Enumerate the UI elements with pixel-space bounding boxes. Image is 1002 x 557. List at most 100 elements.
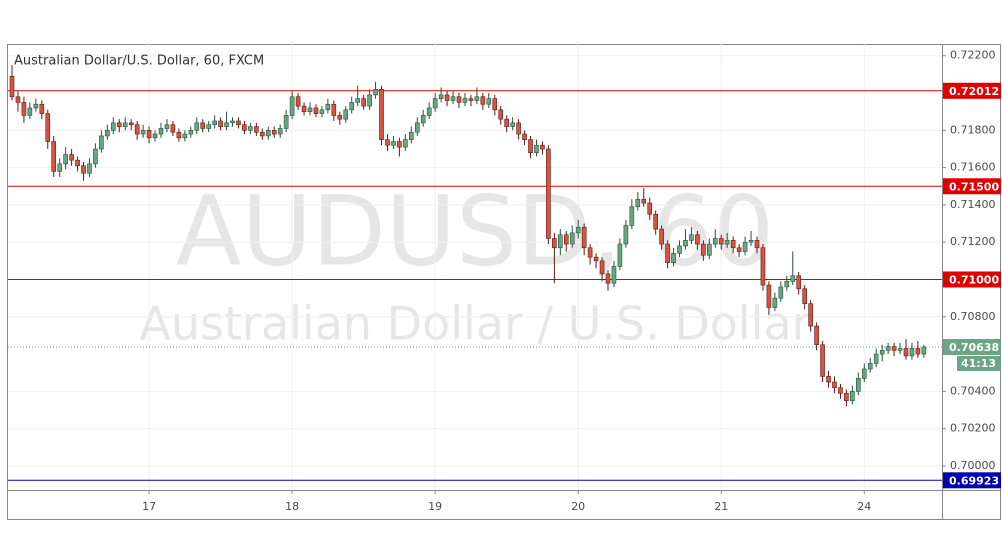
- candle-body: [33, 103, 39, 109]
- level-label-box: [943, 178, 1001, 195]
- candle-body: [814, 325, 819, 346]
- candle-body: [611, 266, 617, 284]
- candle-body: [230, 120, 235, 124]
- candle-body: [820, 344, 825, 377]
- countdown-box: [957, 355, 1001, 371]
- candle-body: [260, 131, 265, 137]
- candle-body: [158, 128, 164, 135]
- candle-body: [844, 392, 849, 401]
- candle-body: [170, 124, 176, 133]
- candle-body: [99, 135, 104, 150]
- candle-body: [665, 243, 670, 264]
- y-tick-label: 0.71800: [950, 123, 996, 136]
- candle-body: [397, 141, 402, 148]
- candle-body: [15, 96, 21, 103]
- y-tick-label: 0.70800: [950, 310, 996, 323]
- level-label: 0.71000: [949, 273, 999, 286]
- candle-body: [307, 107, 313, 112]
- chart-title: Australian Dollar/U.S. Dollar, 60, FXCM: [14, 54, 264, 69]
- candle-body: [236, 120, 241, 126]
- candle-body: [432, 98, 438, 109]
- candle-body: [677, 245, 682, 254]
- candle-body: [444, 94, 450, 101]
- candle-body: [748, 240, 754, 243]
- candle-body: [254, 126, 259, 133]
- candle-body: [39, 103, 45, 114]
- candle-body: [212, 120, 217, 126]
- y-tick-label: 0.71200: [950, 235, 996, 248]
- candle-body: [456, 96, 462, 103]
- watermark: AUDUSD, 60: [176, 175, 774, 287]
- candle-body: [385, 139, 390, 146]
- candle-body: [891, 346, 897, 351]
- candle-body: [540, 144, 545, 150]
- candle-body: [164, 124, 170, 129]
- candle-body: [826, 376, 831, 383]
- candle-body: [140, 130, 146, 135]
- candle-body: [414, 122, 420, 133]
- candle-body: [695, 234, 700, 245]
- x-tick-label: 24: [857, 500, 871, 513]
- candle-body: [182, 133, 188, 139]
- candle-body: [629, 206, 635, 226]
- candle-body: [325, 103, 331, 111]
- candle-body: [575, 226, 581, 234]
- candle-body: [647, 202, 653, 215]
- candle-body: [295, 96, 301, 107]
- candle-body: [903, 348, 909, 357]
- candle-body: [516, 122, 521, 135]
- candle-body: [116, 122, 122, 127]
- last-price-box: [943, 338, 1001, 355]
- candle-body: [403, 139, 408, 148]
- candle-body: [778, 286, 784, 299]
- candle-body: [569, 232, 575, 245]
- candle-body: [707, 243, 712, 256]
- candle-body: [301, 105, 307, 112]
- candle-body: [534, 144, 539, 154]
- candle-body: [87, 163, 92, 174]
- candle-body: [885, 346, 891, 351]
- level-label: 0.71500: [949, 180, 999, 193]
- candle-body: [93, 148, 98, 165]
- level-label: 0.69923: [949, 474, 999, 487]
- candle-body: [188, 130, 194, 135]
- candle-body: [593, 256, 599, 262]
- y-tick-label: 0.71600: [950, 161, 996, 174]
- candle-body: [736, 247, 742, 252]
- candle-body: [671, 253, 676, 264]
- candle-body: [122, 122, 128, 127]
- last-price-label: 0.70638: [949, 341, 999, 354]
- candle-body: [391, 141, 396, 146]
- candle-body: [128, 122, 134, 126]
- x-tick-label: 17: [142, 500, 156, 513]
- candle-body: [134, 124, 140, 135]
- level-label-box: [943, 472, 1001, 489]
- candle-body: [146, 130, 152, 139]
- candle-body: [832, 381, 837, 388]
- candle-body: [51, 141, 57, 172]
- candle-body: [81, 165, 86, 174]
- candle-body: [915, 348, 921, 355]
- candle-body: [379, 89, 384, 140]
- candle-body: [683, 240, 688, 247]
- level-label-box: [943, 82, 1001, 99]
- candle-body: [63, 154, 68, 165]
- candle-body: [528, 139, 533, 154]
- candle-body: [474, 96, 480, 101]
- candle-body: [784, 281, 790, 288]
- x-tick-label: 21: [714, 500, 728, 513]
- candle-body: [701, 243, 706, 256]
- level-label: 0.72012: [949, 85, 999, 98]
- candle-body: [796, 275, 802, 290]
- candle-body: [897, 348, 903, 351]
- candle-body: [331, 103, 337, 116]
- candle-body: [420, 115, 426, 124]
- candle-body: [57, 163, 62, 172]
- candle-body: [552, 238, 557, 249]
- candle-body: [319, 109, 325, 114]
- candle-body: [468, 98, 474, 101]
- candle-body: [224, 122, 229, 127]
- candle-body: [742, 241, 748, 252]
- candle-body: [283, 115, 289, 129]
